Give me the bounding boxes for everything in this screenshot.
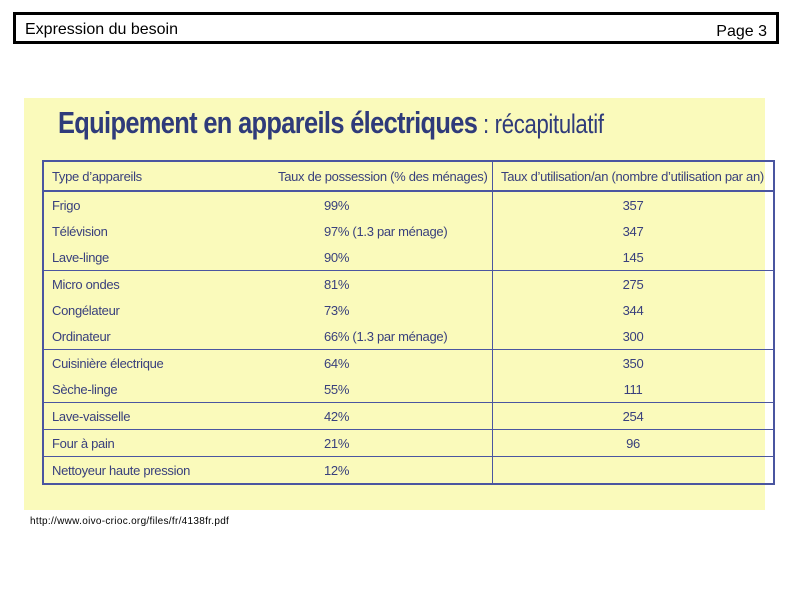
cell-possession: 12% [324, 462, 350, 478]
cell-usage: 357 [492, 191, 774, 218]
cell-usage: 96 [492, 429, 774, 457]
source-url: http://www.oivo-crioc.org/files/fr/4138f… [30, 516, 230, 527]
table-row: Micro ondes 81% 275 [43, 270, 774, 297]
page-number: Page 3 [716, 23, 767, 40]
figure-title-sub: : récapitulatif [477, 109, 604, 139]
cell-type: Four à pain [43, 429, 272, 457]
column-header-possession: Taux de possession (% des ménages) [272, 161, 493, 192]
cell-usage [492, 456, 774, 484]
cell-possession: 99% [324, 197, 350, 213]
table-row: Lave-vaisselle 42% 254 [43, 402, 774, 430]
cell-possession: 97% (1.3 par ménage) [324, 223, 448, 239]
cell-possession: 90% [272, 244, 493, 271]
cell-usage: 145 [492, 244, 774, 271]
column-header-type: Type d’appareils [43, 161, 272, 192]
table-header-row: Type d’appareils Taux de possession (% d… [43, 161, 774, 192]
cell-usage: 350 [492, 349, 774, 376]
slide-header: Expression du besoin Page 3 [13, 12, 779, 44]
cell-usage: 347 [492, 218, 774, 244]
cell-type: Lave-vaisselle [43, 402, 272, 430]
cell-type: Frigo [52, 197, 81, 213]
table-row: Frigo 99% 357 [43, 191, 774, 218]
cell-type: Micro ondes [52, 276, 120, 292]
cell-type: Lave-linge [43, 244, 272, 271]
table-row: Ordinateur 66% (1.3 par ménage) 300 [43, 323, 774, 350]
cell-possession: 81% [324, 276, 350, 292]
table-row: Four à pain 21% 96 [43, 429, 774, 457]
cell-possession: 21% [272, 429, 493, 457]
cell-type: Congélateur [52, 302, 120, 318]
cell-usage: 300 [492, 323, 774, 350]
cell-usage: 344 [492, 297, 774, 323]
table-row: Télévision 97% (1.3 par ménage) 347 [43, 218, 774, 244]
cell-type: Cuisinière électrique [52, 355, 164, 371]
figure-panel: Equipement en appareils électriques : ré… [24, 98, 775, 510]
figure-title: Equipement en appareils électriques : ré… [58, 104, 604, 143]
cell-possession: 73% [324, 302, 350, 318]
cell-possession: 42% [272, 402, 493, 430]
table-row: Congélateur 73% 344 [43, 297, 774, 323]
table-row: Lave-linge 90% 145 [43, 244, 774, 271]
cell-possession: 66% (1.3 par ménage) [272, 323, 493, 350]
cell-possession: 64% [324, 355, 350, 371]
appliance-table: Type d’appareils Taux de possession (% d… [42, 160, 775, 485]
cell-type: Nettoyeur haute pression [52, 462, 191, 478]
column-header-usage: Taux d’utilisation/an (nombre d’utilisat… [492, 161, 774, 192]
cell-usage: 111 [492, 376, 774, 403]
cell-possession: 55% [272, 376, 493, 403]
cell-type: Sèche-linge [43, 376, 272, 403]
cell-type: Ordinateur [43, 323, 272, 350]
cell-type: Télévision [52, 223, 108, 239]
slide-title: Expression du besoin [25, 21, 178, 38]
cell-usage: 254 [492, 402, 774, 430]
table-row: Sèche-linge 55% 111 [43, 376, 774, 403]
figure-title-main: Equipement en appareils électriques [58, 105, 478, 140]
table-row: Nettoyeur haute pression 12% [43, 456, 774, 484]
cell-usage: 275 [492, 270, 774, 297]
table-row: Cuisinière électrique 64% 350 [43, 349, 774, 376]
